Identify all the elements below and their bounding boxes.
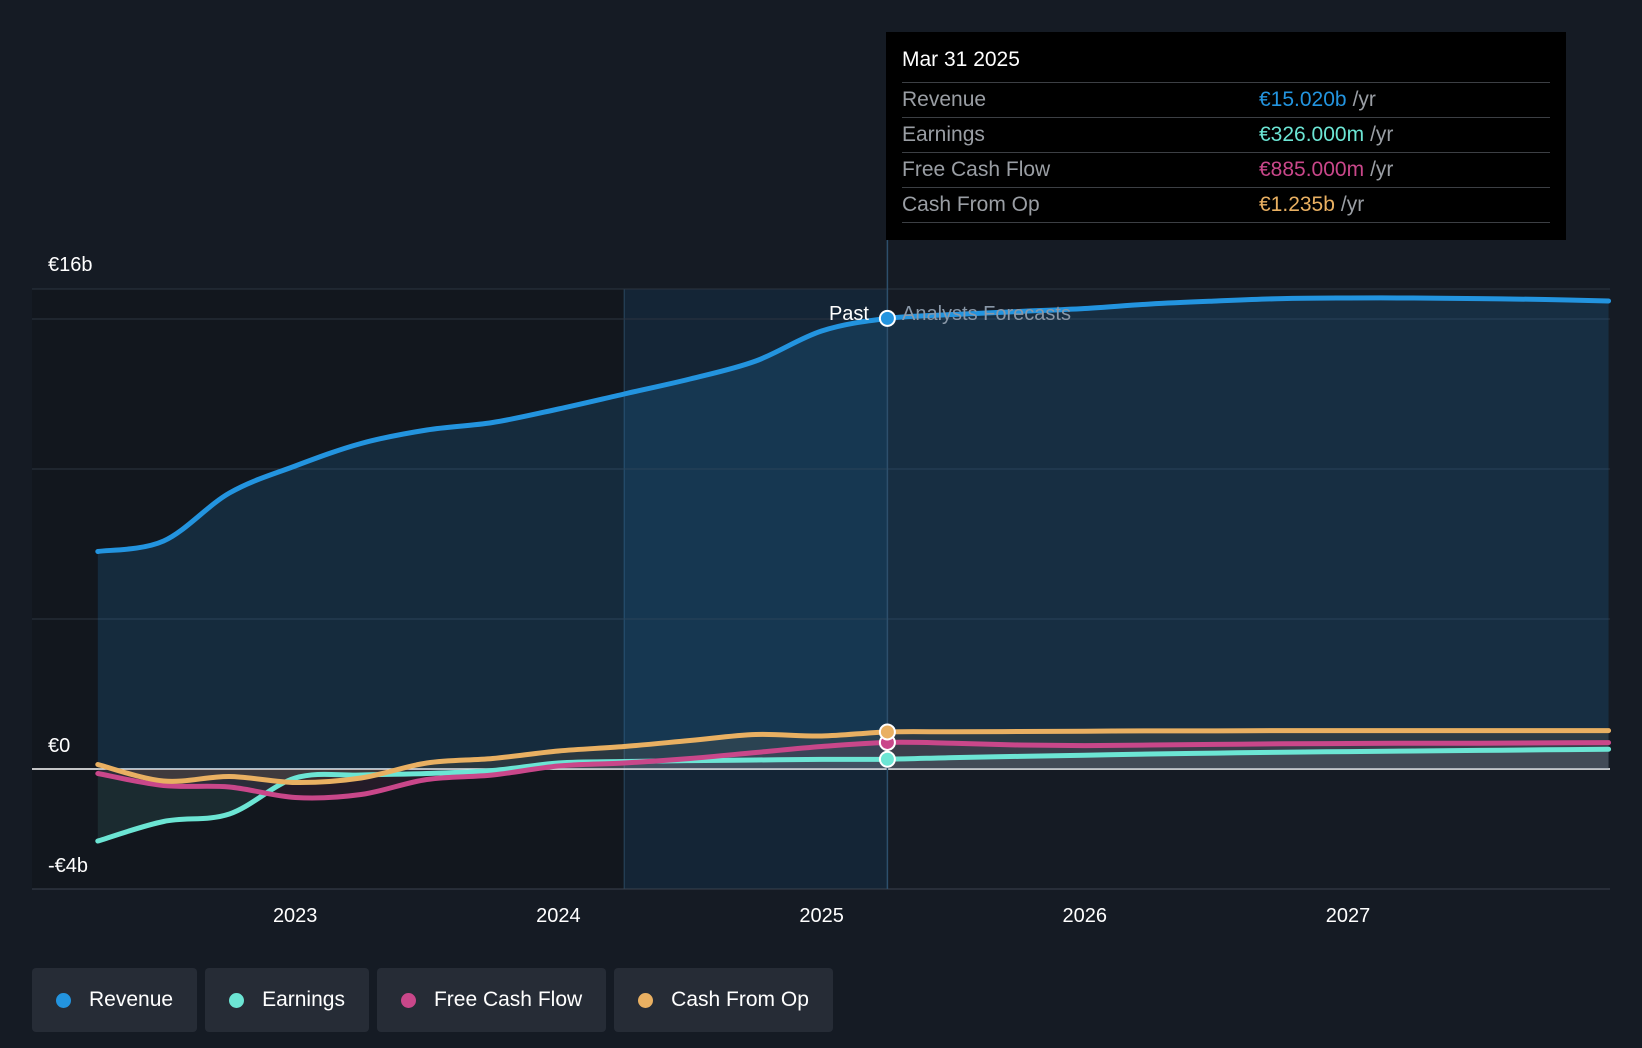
y-label-top: €16b (48, 254, 93, 276)
tooltip-row-cfo: Cash From Op €1.235b /yr (902, 188, 1550, 223)
point-marker-cfo (878, 723, 896, 741)
legend-item-label: Revenue (89, 988, 174, 1011)
chart-legend: Revenue Earnings Free Cash Flow Cash Fro… (32, 968, 833, 1032)
tooltip-row-value: €885.000m (1259, 158, 1365, 181)
tooltip-row-fcf: Free Cash Flow €885.000m /yr (902, 153, 1550, 188)
tooltip-row-label: Revenue (902, 88, 987, 111)
legend-dot-icon (229, 992, 245, 1008)
legend-item-label: Cash From Op (671, 988, 809, 1011)
tooltip-row-value: €326.000m (1259, 123, 1365, 146)
tooltip-date: Mar 31 2025 (902, 46, 1550, 83)
x-tick-label: 2024 (536, 905, 581, 927)
legend-dot-icon (638, 992, 654, 1008)
x-tick-label: 2023 (273, 905, 318, 927)
tooltip-row-revenue: Revenue €15.020b /yr (902, 83, 1550, 118)
tooltip-row-value: €1.235b (1259, 193, 1335, 216)
tooltip-row-label: Cash From Op (902, 193, 1040, 216)
legend-dot-icon (400, 992, 416, 1008)
y-label-bottom: -€4b (48, 855, 88, 877)
tooltip-row-unit: /yr (1340, 193, 1365, 216)
legend-dot-icon (56, 992, 71, 1008)
x-tick-label: 2027 (1326, 905, 1371, 927)
point-marker-earnings (878, 750, 896, 768)
series-line-revenue (95, 295, 1612, 554)
x-tick-label: 2025 (799, 905, 844, 927)
legend-item-earnings[interactable]: Earnings (205, 968, 369, 1032)
tooltip-row-unit: /yr (1370, 123, 1394, 146)
series-line-cfo (95, 728, 1612, 786)
tooltip-row-unit: /yr (1370, 158, 1394, 181)
tooltip-row-value: €15.020b (1259, 88, 1347, 111)
tooltip-row-label: Earnings (902, 123, 985, 146)
highlight-region (624, 289, 888, 889)
past-label: Past (829, 303, 869, 325)
tooltip-row-unit: /yr (1352, 88, 1376, 111)
series-area-fcf (97, 742, 1609, 798)
x-tick-label: 2026 (1063, 905, 1108, 927)
series-line-fcf (95, 739, 1612, 801)
y-label-zero: €0 (48, 735, 70, 757)
legend-item-revenue[interactable]: Revenue (32, 968, 198, 1032)
series-area-revenue (97, 297, 1609, 769)
legend-item-fcf[interactable]: Free Cash Flow (376, 968, 607, 1032)
forecast-label: Analysts Forecasts (902, 303, 1071, 325)
legend-item-label: Earnings (262, 988, 345, 1011)
data-tooltip: Mar 31 2025 Revenue €15.020b /yr Earning… (886, 32, 1566, 240)
series-line-earnings (95, 746, 1612, 844)
legend-item-label: Free Cash Flow (433, 988, 583, 1011)
series-area-earnings (97, 749, 1609, 841)
point-marker-revenue (878, 309, 896, 327)
legend-item-cfo[interactable]: Cash From Op (614, 968, 833, 1032)
tooltip-row-earnings: Earnings €326.000m /yr (902, 118, 1550, 153)
tooltip-row-label: Free Cash Flow (902, 158, 1051, 181)
